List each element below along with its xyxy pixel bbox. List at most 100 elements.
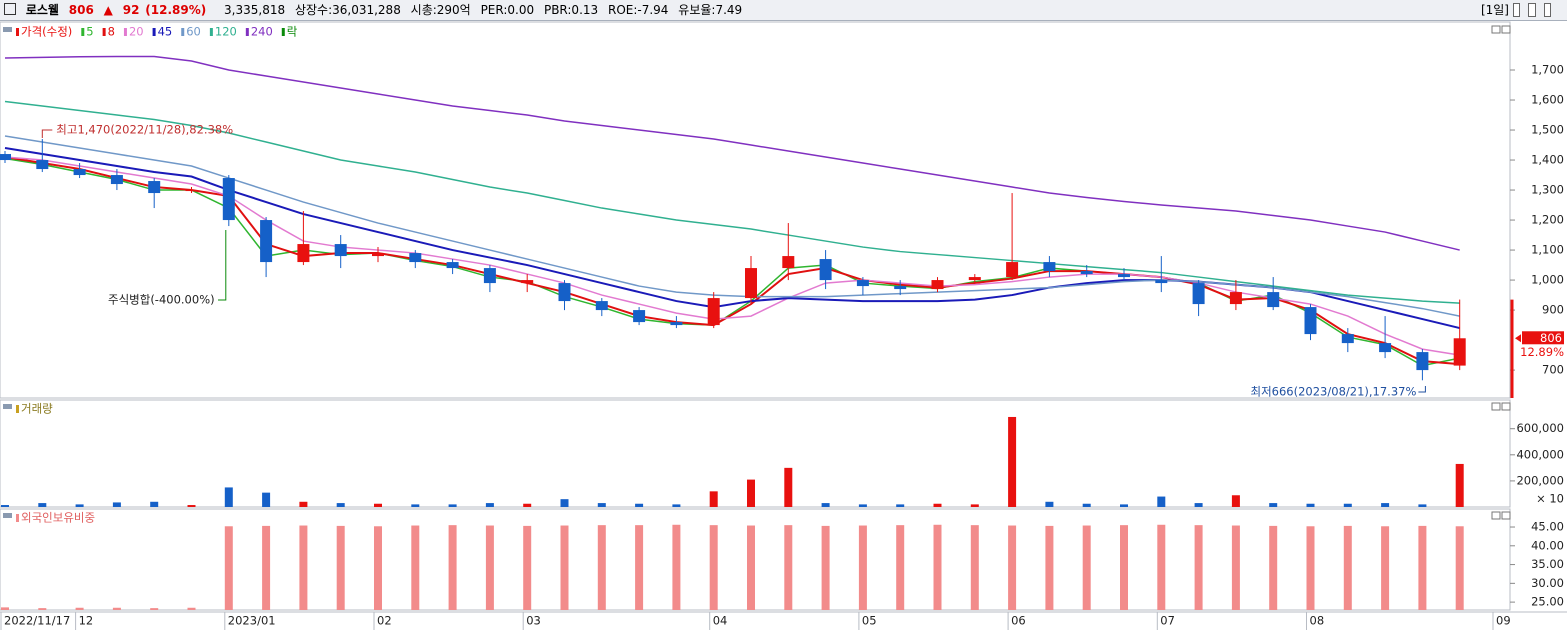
close-button[interactable] bbox=[1543, 3, 1551, 17]
candle-body bbox=[1267, 292, 1280, 308]
bar bbox=[597, 503, 606, 507]
bar bbox=[747, 525, 755, 610]
y-tick-label: 45.00 bbox=[1531, 520, 1564, 534]
y-tick-label: 1,200 bbox=[1531, 213, 1564, 227]
candle-body bbox=[36, 160, 49, 170]
bar bbox=[1455, 526, 1464, 610]
bar bbox=[112, 502, 121, 507]
bar bbox=[1194, 503, 1203, 507]
y-tick-label: 700 bbox=[1542, 363, 1564, 377]
x-tick-label: 06 bbox=[1011, 614, 1026, 628]
annotation: 주식병합(-400.00%) bbox=[108, 293, 215, 307]
price-box bbox=[1522, 331, 1564, 345]
candle-body bbox=[558, 283, 571, 302]
candle-body bbox=[1341, 334, 1354, 344]
candle-body bbox=[73, 169, 86, 176]
y-tick-label: 25.00 bbox=[1531, 595, 1564, 609]
bar bbox=[1269, 525, 1278, 610]
annotation-arrow bbox=[41, 129, 53, 138]
bar bbox=[485, 503, 494, 507]
price-box-label: 806 bbox=[1540, 331, 1562, 345]
per: PER:0.00 bbox=[480, 3, 535, 17]
annotation: 최저666(2023/08/21),17.37% bbox=[1251, 385, 1417, 399]
bar bbox=[896, 525, 905, 610]
bar bbox=[1381, 503, 1390, 507]
candle-body bbox=[110, 175, 123, 185]
panel-button[interactable] bbox=[1501, 25, 1511, 34]
candle-body bbox=[260, 220, 273, 263]
panel-button[interactable] bbox=[1491, 511, 1501, 520]
bar bbox=[299, 501, 308, 507]
legend-swatch bbox=[81, 28, 85, 36]
legend-swatch bbox=[123, 28, 127, 36]
bar bbox=[1120, 525, 1128, 610]
candle-body bbox=[1080, 271, 1093, 275]
price-panel bbox=[0, 21, 1511, 399]
candle-body bbox=[1416, 352, 1429, 371]
candle-body bbox=[1379, 343, 1392, 353]
lock-arrow bbox=[218, 230, 227, 301]
panel-button[interactable] bbox=[1501, 511, 1511, 520]
legend-label: 20 bbox=[129, 25, 144, 39]
bar bbox=[411, 504, 420, 507]
bar bbox=[1231, 525, 1240, 610]
price-change-label: 12.89% bbox=[1520, 345, 1564, 359]
bar bbox=[1, 505, 9, 507]
bar bbox=[1455, 463, 1464, 507]
x-tick-label: 2022/11/17 bbox=[4, 614, 70, 628]
y-tick-label: 600,000 bbox=[1516, 421, 1564, 435]
bar bbox=[1418, 525, 1427, 610]
candle-body bbox=[1453, 338, 1466, 366]
period[interactable]: [1일] bbox=[1480, 3, 1509, 17]
bar bbox=[1045, 525, 1054, 610]
bar bbox=[38, 503, 47, 507]
candle-body bbox=[782, 256, 795, 269]
candle-body bbox=[968, 277, 981, 281]
legend-swatch bbox=[209, 28, 213, 36]
panel-button[interactable] bbox=[1501, 402, 1511, 411]
bar bbox=[821, 525, 830, 610]
candle-body bbox=[1304, 307, 1317, 335]
bar bbox=[709, 525, 718, 610]
panel-icon bbox=[3, 404, 12, 409]
candle-body bbox=[372, 253, 384, 257]
candle-body bbox=[446, 262, 459, 269]
legend-swatch bbox=[152, 28, 156, 36]
candle-body bbox=[1192, 283, 1205, 305]
listed: 상장수:36,031,288 bbox=[294, 3, 401, 17]
bar bbox=[1231, 495, 1240, 507]
candle-body bbox=[595, 301, 608, 311]
bar bbox=[1157, 524, 1166, 610]
bar bbox=[1082, 525, 1091, 610]
bar bbox=[448, 525, 457, 610]
candle-body bbox=[745, 268, 757, 299]
bar bbox=[1120, 504, 1128, 507]
bar bbox=[523, 525, 532, 610]
panel-button[interactable] bbox=[1491, 25, 1501, 34]
bar bbox=[187, 505, 196, 507]
change: 92 bbox=[122, 3, 140, 17]
maximize-button[interactable] bbox=[1528, 3, 1536, 17]
checkbox[interactable] bbox=[4, 3, 16, 15]
bar bbox=[224, 526, 233, 610]
bar bbox=[150, 501, 159, 507]
bar bbox=[224, 487, 233, 507]
candle-body bbox=[222, 178, 235, 221]
header-bar: 로스웰 806 ▲ 92 (12.89%) 3,335,818 상장수:36,0… bbox=[0, 0, 1567, 21]
candle-body bbox=[1006, 262, 1019, 278]
candle-body bbox=[185, 190, 198, 192]
bar bbox=[1082, 503, 1091, 507]
candle-body bbox=[1118, 274, 1130, 278]
bar bbox=[299, 525, 308, 610]
candle-body bbox=[707, 298, 720, 326]
panel-button[interactable] bbox=[1491, 402, 1501, 411]
x-tick-label: 09 bbox=[1496, 614, 1511, 628]
bar bbox=[1, 607, 9, 610]
panel-title: 거래량 bbox=[21, 402, 53, 416]
bar bbox=[1418, 504, 1427, 507]
bar bbox=[747, 479, 755, 507]
bar bbox=[374, 503, 382, 507]
bar bbox=[336, 503, 345, 507]
minimize-button[interactable] bbox=[1513, 3, 1521, 17]
legend-label: 5 bbox=[86, 25, 93, 39]
